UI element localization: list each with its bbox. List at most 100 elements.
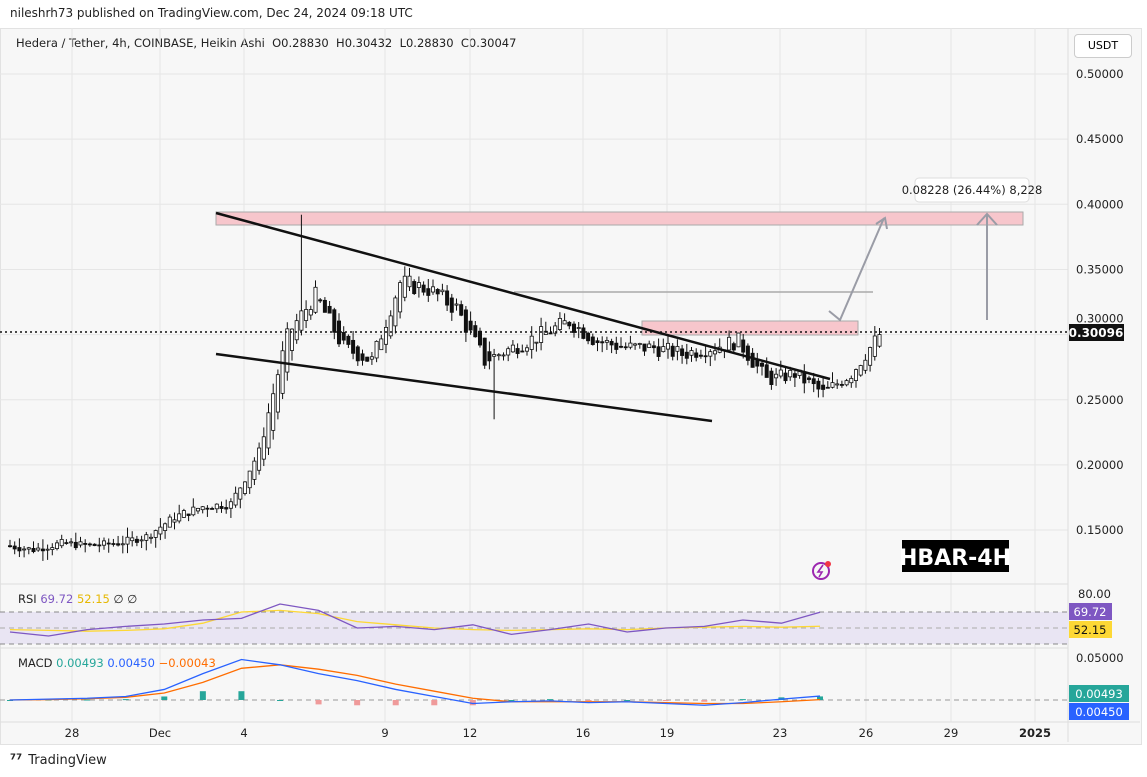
- candle: [430, 279, 435, 295]
- candle-body: [73, 541, 78, 549]
- candle-body: [412, 281, 417, 294]
- candle: [492, 348, 497, 420]
- candle: [633, 342, 638, 350]
- macd-hist-bar: [7, 700, 13, 701]
- candle-body: [26, 547, 31, 550]
- candle-body: [825, 386, 830, 389]
- macd-hist-bar: [585, 700, 592, 701]
- candle-body: [792, 373, 797, 378]
- candle: [684, 343, 689, 365]
- candle: [200, 506, 205, 514]
- candle: [360, 349, 365, 366]
- candle: [97, 537, 102, 553]
- resistance-zone[interactable]: [215, 211, 1024, 226]
- candle: [637, 342, 642, 349]
- candle-body: [266, 412, 271, 449]
- candle: [543, 321, 548, 335]
- candle: [736, 332, 741, 348]
- candle-body: [186, 513, 191, 516]
- candle: [36, 542, 41, 552]
- candle: [336, 313, 341, 348]
- candle-body: [332, 309, 337, 333]
- grid: [0, 28, 1068, 722]
- candle: [421, 281, 426, 296]
- candle: [322, 297, 327, 313]
- candle: [341, 326, 346, 345]
- currency-button[interactable]: USDT: [1074, 34, 1132, 58]
- wedge-upper-trendline[interactable]: [215, 211, 831, 381]
- candle-body: [835, 383, 840, 386]
- candle: [745, 343, 750, 366]
- macd-hist-bar: [238, 691, 245, 700]
- candle: [778, 360, 783, 379]
- macd-hist-bar: [84, 699, 91, 701]
- candle: [186, 513, 191, 522]
- candle-body: [261, 436, 266, 460]
- candle: [144, 531, 149, 551]
- time-axis[interactable]: 28 Dec 4 9 12 16 19 23 26 29 2025: [65, 726, 1051, 740]
- macd-hist-badge-text: 0.00493: [1075, 687, 1123, 701]
- candle: [158, 518, 163, 541]
- candle-body: [492, 354, 497, 357]
- candles: [7, 214, 882, 561]
- candle: [17, 538, 22, 558]
- candle-body: [675, 346, 680, 352]
- candle-body: [553, 325, 558, 334]
- candle-body: [346, 335, 351, 345]
- candle: [783, 365, 788, 384]
- candle: [609, 338, 614, 354]
- watermark-label: HBAR-4H: [899, 546, 1011, 571]
- candle: [459, 300, 464, 317]
- candle: [346, 334, 351, 349]
- lightning-icon[interactable]: [812, 561, 831, 580]
- candle-body: [496, 354, 501, 357]
- macd-hist-bar: [701, 700, 708, 702]
- last-price-value: 0.30096: [1069, 326, 1124, 340]
- candle-body: [590, 336, 595, 345]
- candle-body: [482, 337, 487, 366]
- wedge-lower-trendline[interactable]: [215, 352, 713, 423]
- candle-body: [78, 541, 83, 546]
- candle: [304, 300, 309, 329]
- candle: [134, 535, 139, 547]
- candle-body: [633, 343, 638, 346]
- projection-arrow[interactable]: [828, 216, 888, 322]
- candle: [666, 335, 671, 359]
- candle: [139, 535, 144, 549]
- candle-body: [619, 345, 624, 348]
- candle-body: [7, 545, 12, 548]
- candle: [858, 364, 863, 377]
- candle-body: [863, 359, 868, 371]
- candle-body: [421, 284, 426, 293]
- candle: [792, 370, 797, 388]
- candle: [148, 533, 153, 544]
- candle: [619, 337, 624, 349]
- candle: [647, 340, 652, 348]
- candle-body: [713, 350, 718, 355]
- measure-arrow-icon[interactable]: [976, 212, 998, 320]
- macd-axis-top: 0.05000: [1076, 651, 1124, 665]
- candle: [87, 542, 92, 547]
- symbol-legend: Hedera / Tether, 4h, COINBASE, Heikin As…: [16, 36, 516, 50]
- candle-body: [449, 297, 454, 313]
- candle: [604, 336, 609, 350]
- candle-body: [868, 347, 873, 366]
- candle-body: [548, 332, 553, 335]
- breakout-zone[interactable]: [641, 320, 859, 336]
- candle: [7, 539, 12, 548]
- macd-histogram: [7, 691, 823, 706]
- candle-body: [487, 351, 492, 362]
- candle-body: [402, 275, 407, 298]
- candle: [839, 380, 844, 388]
- candle-body: [205, 507, 210, 510]
- candle: [233, 486, 238, 508]
- candle: [703, 345, 708, 364]
- candle-body: [163, 523, 168, 531]
- candle-body: [525, 347, 530, 352]
- candle-body: [539, 326, 544, 343]
- price-axis[interactable]: 0.50000 0.45000 0.40000 0.35000 0.30000 0.250…: [1076, 67, 1124, 537]
- rsi-legend: RSI 69.72 52.15 ∅ ∅: [18, 592, 137, 606]
- candle: [727, 330, 732, 351]
- candle: [760, 360, 765, 376]
